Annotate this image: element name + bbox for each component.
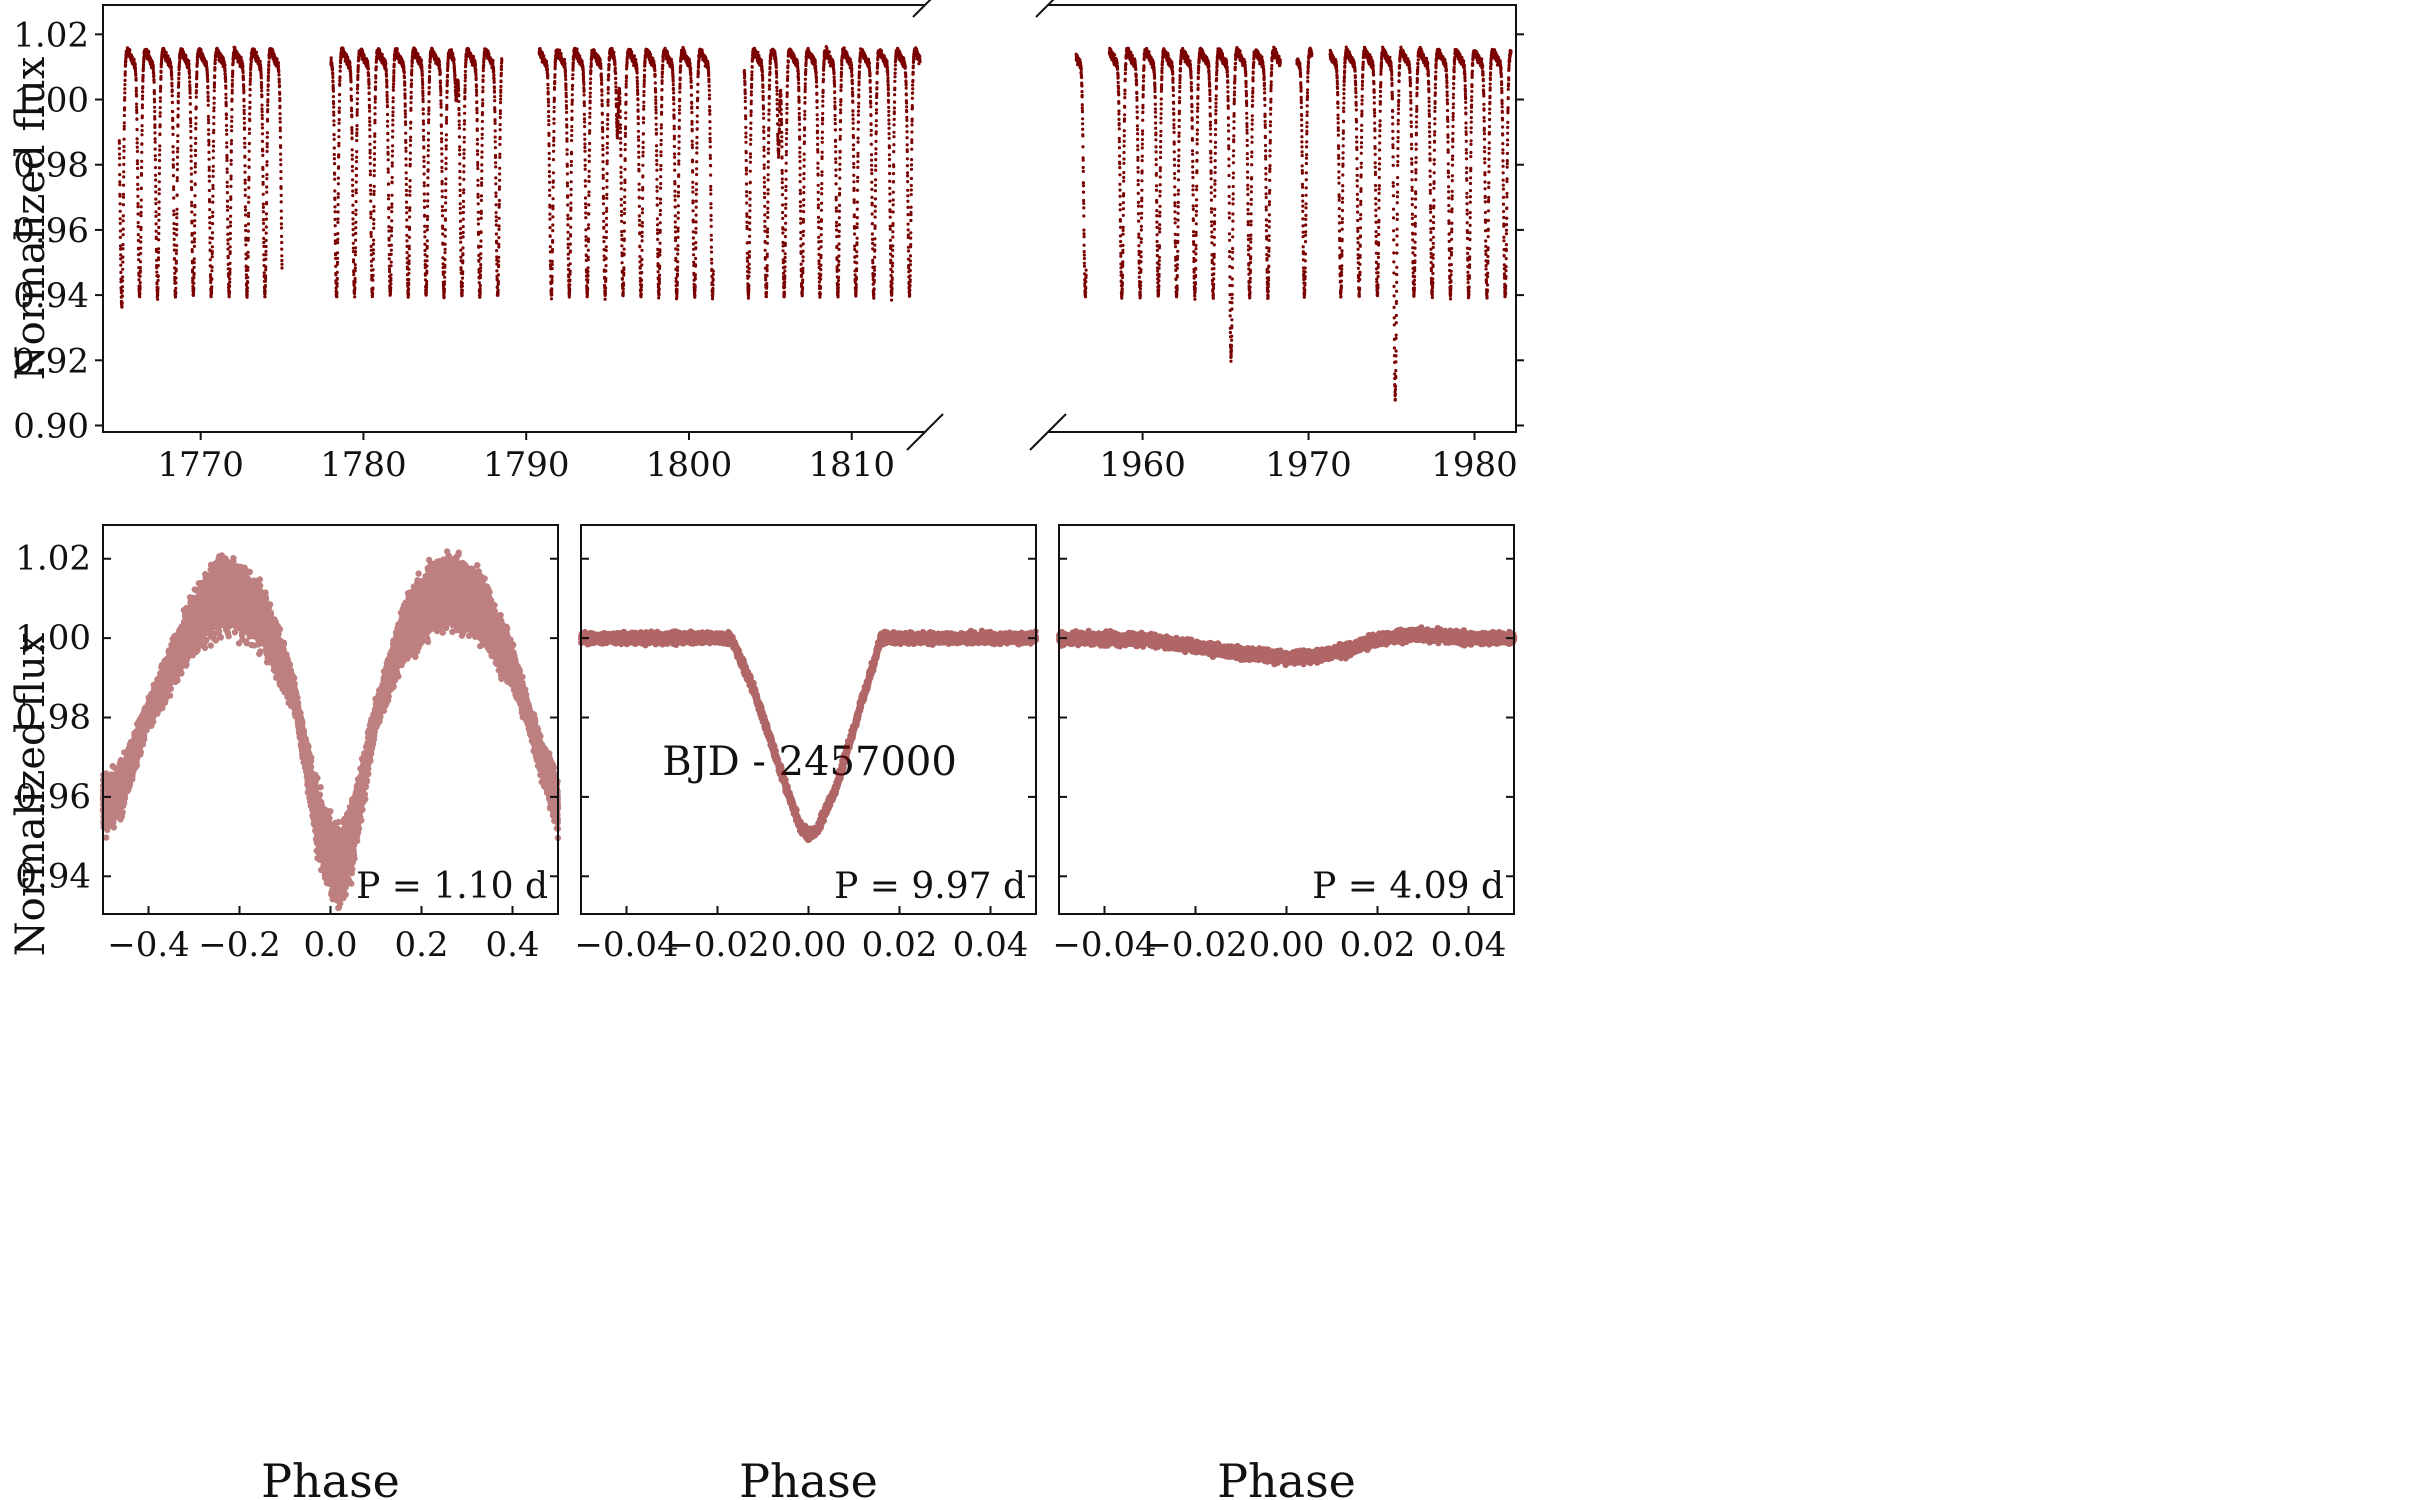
phase-2-xtick-label-4: 0.04	[953, 925, 1029, 965]
phase-1-points	[99, 548, 562, 912]
top-xtick-label-1-0: 1960	[1099, 445, 1186, 485]
phase-2-series	[578, 627, 1040, 843]
period-annotation-3: P = 4.09 d	[1312, 866, 1504, 907]
phase-2-xtick-label-1: −0.02	[665, 925, 769, 965]
top-ytick-label-5: 1.00	[13, 81, 89, 121]
phase-3-xtick-label-0: −0.04	[1052, 925, 1156, 965]
phase-2-frame	[580, 524, 1037, 915]
phase-3-frame	[1058, 524, 1515, 915]
top-ytick-label-4: 0.98	[13, 146, 89, 186]
top-ytick-label-3: 0.96	[13, 211, 89, 251]
phase-1-axis-ticks: 0.94 0.96 0.98 1.00 1.02 −0.4 −0.2 0.0 0.2 0.4	[15, 539, 558, 965]
period-annotation-1: P = 1.10 d	[356, 866, 548, 907]
axis-break-mark-1	[906, 413, 944, 451]
phase-3-xtick-label-4: 0.04	[1431, 925, 1507, 965]
phase-1-ytick-label-0: 0.94	[15, 856, 91, 896]
phase-1-xtick-label-0: −0.4	[107, 925, 190, 965]
top-x-axis-label: BJD - 2457000	[662, 739, 957, 785]
top-xtick-label-1-2: 1980	[1431, 445, 1518, 485]
phase-1-ytick-label-4: 1.02	[15, 539, 91, 579]
top-light-curve-points	[117, 44, 1513, 402]
top-xtick-label-1-1: 1970	[1265, 445, 1352, 485]
axis-break-mark-0	[912, 0, 932, 18]
phase-3-x-axis-label: Phase	[1217, 1454, 1356, 1500]
phase-3-axis-ticks: −0.04−0.02 0.00 0.02 0.04	[1052, 557, 1514, 965]
axis-break-mark-2	[1035, 0, 1055, 18]
phase-2-xtick-label-2: 0.00	[771, 925, 847, 965]
phase-3-xtick-label-1: −0.02	[1143, 925, 1247, 965]
phase-1-xtick-label-4: 0.4	[485, 925, 539, 965]
phase-1-series	[99, 548, 562, 912]
phase-2-xtick-label-3: 0.02	[862, 925, 938, 965]
top-ytick-label-6: 1.02	[13, 15, 89, 55]
period-annotation-2: P = 9.97 d	[834, 866, 1026, 907]
phase-1-xtick-label-1: −0.2	[198, 925, 281, 965]
top-segment-2-frame	[1048, 4, 1517, 433]
phase-1-ytick-label-2: 0.98	[15, 698, 91, 738]
phase-1-ytick-label-3: 1.00	[15, 618, 91, 658]
top-xtick-label-0-2: 1790	[483, 445, 570, 485]
top-xtick-label-0-1: 1780	[320, 445, 407, 485]
phase-3-series	[1055, 624, 1518, 669]
axis-break-marks	[906, 0, 1067, 451]
phase-1-ytick-label-1: 0.96	[15, 777, 91, 817]
phase-3-xtick-label-2: 0.00	[1249, 925, 1325, 965]
top-y-axis-label: Normalized flux	[8, 56, 54, 380]
top-ytick-label-2: 0.94	[13, 276, 89, 316]
phase-2-points	[578, 627, 1040, 843]
axis-break-mark-3	[1029, 413, 1067, 451]
top-xtick-label-0-3: 1800	[646, 445, 733, 485]
phase-2-axis-ticks: −0.04−0.02 0.00 0.02 0.04	[574, 557, 1036, 965]
phase-1-xtick-label-2: 0.0	[303, 925, 357, 965]
light-curve-series	[117, 44, 1513, 402]
phase-panel-1: 0.94 0.96 0.98 1.00 1.02 −0.4 −0.2 0.0 0.2 0.4 No…	[8, 524, 562, 1500]
top-light-curve-panel: 0.90 0.92 0.94 0.96 0.98 1.00 1.02 1770 1780 1790…	[8, 0, 1524, 785]
phase-1-y-axis-label: Normalized flux	[8, 632, 54, 956]
phase-2-x-axis-label: Phase	[739, 1454, 878, 1500]
phase-panel-3: −0.04−0.02 0.00 0.02 0.04 Phase P = 4.09 d	[1052, 524, 1518, 1500]
top-ytick-label-1: 0.92	[13, 341, 89, 381]
top-xtick-label-0-0: 1770	[157, 445, 244, 485]
phase-2-xtick-label-0: −0.04	[574, 925, 678, 965]
phase-1-xtick-label-3: 0.2	[394, 925, 448, 965]
top-axis-ticks: 0.90 0.92 0.94 0.96 0.98 1.00 1.02 1770 1780 1790…	[13, 15, 1524, 485]
top-segment-1-frame	[102, 4, 925, 433]
top-ytick-label-0: 0.90	[13, 406, 89, 446]
phase-3-xtick-label-3: 0.02	[1340, 925, 1416, 965]
phase-panel-2: −0.04−0.02 0.00 0.02 0.04 Phase P = 9.97 d	[574, 524, 1040, 1500]
top-xtick-label-0-4: 1810	[808, 445, 895, 485]
phase-1-x-axis-label: Phase	[261, 1454, 400, 1500]
phase-3-points	[1055, 624, 1518, 669]
